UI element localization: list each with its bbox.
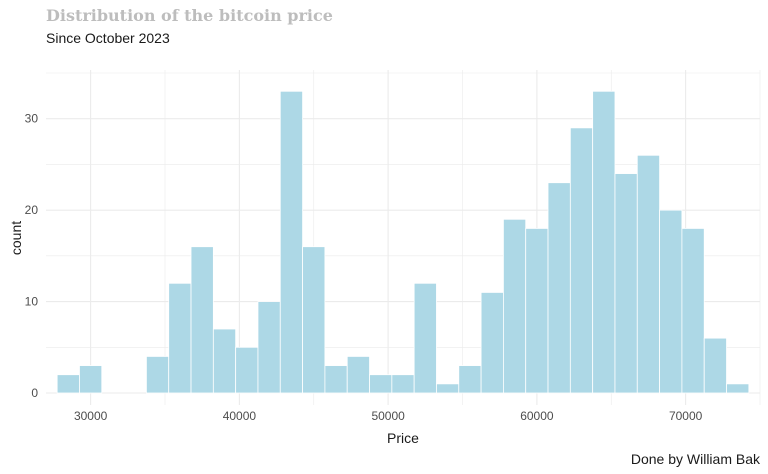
histogram-bar: [257, 301, 281, 394]
histogram-bar: [235, 346, 259, 394]
histogram-bar: [56, 374, 80, 394]
histogram-bar: [391, 374, 415, 394]
chart-subtitle: Since October 2023: [46, 30, 170, 46]
histogram-bar: [369, 374, 393, 394]
histogram-bar: [279, 90, 303, 394]
histogram-bar: [726, 383, 750, 394]
histogram-bar: [413, 282, 437, 394]
histogram-bar: [190, 246, 214, 394]
histogram-bar: [302, 246, 326, 394]
histogram-bar: [569, 127, 594, 394]
histogram-bar: [681, 228, 705, 394]
x-axis-tick-labels: 30000 40000 50000 60000 70000: [74, 409, 703, 423]
y-axis-tick-labels: 0 10 20 30: [25, 112, 39, 400]
histogram-bars: [56, 90, 750, 394]
histogram-bar: [592, 90, 616, 394]
y-tick-label: 0: [31, 386, 38, 400]
histogram-bar: [480, 292, 504, 394]
histogram-bar: [324, 365, 348, 394]
histogram-bar: [146, 356, 170, 394]
histogram-bar: [436, 383, 460, 394]
x-tick-label: 50000: [371, 409, 405, 423]
histogram-bar: [525, 228, 549, 394]
histogram-bar: [614, 173, 638, 394]
x-axis-title: Price: [387, 430, 419, 446]
histogram-bar: [168, 282, 192, 394]
chart-caption: Done by William Bak: [630, 451, 760, 467]
histogram-bar: [503, 218, 527, 394]
y-tick-label: 10: [25, 295, 39, 309]
y-tick-label: 30: [25, 112, 39, 126]
chart-title: Distribution of the bitcoin price: [46, 6, 333, 25]
histogram-bar: [212, 328, 237, 394]
y-axis-title: count: [8, 221, 24, 255]
x-tick-label: 40000: [223, 409, 257, 423]
x-tick-label: 70000: [669, 409, 703, 423]
x-tick-label: 30000: [74, 409, 108, 423]
histogram-bar: [547, 182, 571, 394]
histogram-bar: [458, 365, 482, 394]
histogram-bar: [636, 154, 660, 394]
x-tick-label: 60000: [520, 409, 554, 423]
histogram-bar: [79, 365, 103, 394]
histogram-bar: [346, 356, 370, 394]
histogram-bar: [659, 209, 683, 394]
histogram-bar: [703, 337, 727, 394]
y-tick-label: 20: [25, 203, 39, 217]
